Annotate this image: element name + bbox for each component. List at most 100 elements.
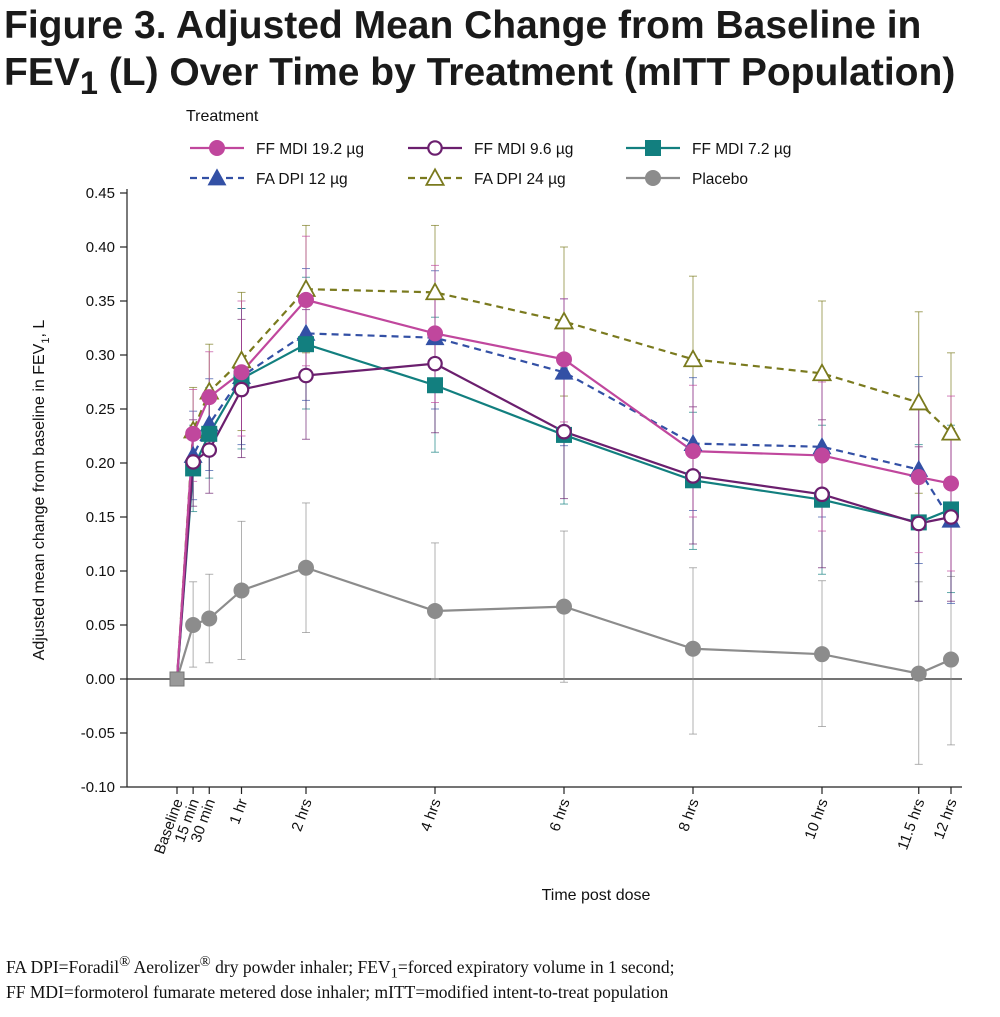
legend-swatch-marker bbox=[645, 170, 661, 186]
x-tick-label: 10 hrs bbox=[802, 797, 832, 842]
x-tick-label: 8 hrs bbox=[675, 797, 702, 834]
data-point-ff-mdi-7-2-g bbox=[201, 425, 218, 442]
title-line-2-rest: (L) Over Time by Treatment (mITT Populat… bbox=[97, 51, 956, 94]
footnote-fev-definition: =forced expiratory volume in 1 second; bbox=[397, 957, 675, 977]
footnote-line-1: FA DPI=Foradil® Aerolizer® dry powder in… bbox=[6, 954, 996, 982]
data-point-fa-dpi-12-g bbox=[554, 362, 574, 380]
figure-title: Figure 3. Adjusted Mean Change from Base… bbox=[4, 2, 994, 99]
y-tick-label: 0.15 bbox=[86, 509, 115, 526]
y-tick-label: 0.10 bbox=[86, 563, 115, 580]
data-point-ff-mdi-7-2-g bbox=[427, 377, 443, 394]
data-point-fa-dpi-24-g bbox=[940, 422, 962, 441]
data-point-ff-mdi-9-6-g bbox=[427, 355, 443, 372]
x-tick-label: 11.5 hrs bbox=[894, 797, 928, 853]
data-point-ff-mdi-19-2-g bbox=[233, 364, 250, 381]
data-point-ff-mdi-19-2-g bbox=[427, 325, 443, 342]
data-point-ff-mdi-9-6-g bbox=[201, 442, 218, 458]
footnote: FA DPI=Foradil® Aerolizer® dry powder in… bbox=[6, 955, 996, 1005]
title-fev-subscript: 1 bbox=[79, 64, 98, 101]
data-point-ff-mdi-19-2-g bbox=[201, 389, 218, 406]
data-point-ff-mdi-9-6-g bbox=[814, 486, 830, 503]
x-tick-label: 1 hr bbox=[226, 797, 251, 827]
data-point-ff-mdi-19-2-g bbox=[185, 425, 202, 442]
legend-title: Treatment bbox=[186, 108, 259, 125]
data-point-fa-dpi-24-g bbox=[682, 348, 704, 368]
data-point-fa-dpi-24-g bbox=[553, 311, 575, 330]
chart-legend: Treatment FF MDI 19.2 µg FF MDI 9.6 µg FF … bbox=[186, 108, 791, 188]
x-tick-label: 2 hrs bbox=[288, 797, 315, 834]
footnote-registered-1: ® bbox=[119, 954, 131, 971]
chart-axes: -0.10 -0.05 0.00 0.05 0.10 0.15 0.20 0.25 0.30 0.… bbox=[81, 185, 962, 856]
footnote-line-2: FF MDI=formoterol fumarate metered dose … bbox=[6, 982, 669, 1002]
legend-label: FF MDI 9.6 µg bbox=[474, 141, 573, 158]
fev1-line-chart: Treatment FF MDI 19.2 µg FF MDI 9.6 µg FF … bbox=[31, 108, 962, 904]
data-point-ff-mdi-19-2-g bbox=[814, 447, 830, 464]
legend-swatch-marker bbox=[424, 167, 446, 186]
y-axis-title-main: Adjusted mean change from baseline in FE… bbox=[31, 343, 48, 660]
data-point-placebo bbox=[298, 559, 314, 576]
series-line-fa-dpi-12-g bbox=[175, 332, 952, 680]
footnote-fev-subscript: 1 bbox=[390, 965, 398, 982]
data-point-placebo bbox=[814, 646, 830, 663]
data-point-ff-mdi-9-6-g bbox=[943, 509, 959, 525]
data-point-fa-dpi-24-g bbox=[811, 362, 833, 382]
footnote-dpi: dry powder inhaler; FEV bbox=[210, 957, 391, 977]
title-line-2: FEV1 (L) Over Time by Treatment (mITT Po… bbox=[4, 49, 994, 99]
series-markers bbox=[169, 278, 962, 687]
legend-label: FA DPI 12 µg bbox=[256, 171, 348, 188]
data-point-placebo bbox=[556, 598, 572, 615]
y-tick-label: -0.05 bbox=[81, 725, 115, 742]
y-tick-label: 0.20 bbox=[86, 455, 115, 472]
legend-label: FA DPI 24 µg bbox=[474, 171, 566, 188]
legend-swatch-marker bbox=[209, 140, 225, 156]
data-point-fa-dpi-24-g bbox=[424, 281, 446, 301]
data-point-ff-mdi-19-2-g bbox=[943, 475, 959, 492]
data-point-placebo bbox=[185, 617, 202, 633]
data-point-ff-mdi-19-2-g bbox=[910, 469, 927, 486]
legend-label: FF MDI 19.2 µg bbox=[256, 141, 364, 158]
data-point-placebo bbox=[685, 640, 701, 657]
legend-label: FF MDI 7.2 µg bbox=[692, 141, 791, 158]
y-tick-label: 0.30 bbox=[86, 347, 115, 364]
y-tick-label: 0.05 bbox=[86, 617, 115, 634]
y-axis-title: Adjusted mean change from baseline in FE… bbox=[31, 320, 52, 661]
legend-swatch-marker bbox=[645, 140, 661, 156]
data-point-ff-mdi-19-2-g bbox=[556, 351, 572, 368]
data-point-fa-dpi-24-g bbox=[908, 392, 929, 411]
data-point-ff-mdi-9-6-g bbox=[185, 454, 201, 470]
legend-item-placebo: Placebo bbox=[626, 170, 748, 188]
legend-item-fa-dpi-12-g: FA DPI 12 µg bbox=[190, 168, 348, 188]
footnote-fadpi: FA DPI=Foradil bbox=[6, 957, 120, 977]
title-line-1: Figure 3. Adjusted Mean Change from Base… bbox=[4, 4, 922, 47]
data-point-ff-mdi-19-2-g bbox=[298, 291, 314, 308]
title-fev: FEV bbox=[4, 51, 80, 94]
footnote-registered-2: ® bbox=[199, 954, 211, 971]
y-tick-label: 0.40 bbox=[86, 239, 115, 256]
legend-swatch-marker bbox=[207, 168, 227, 186]
data-point-ff-mdi-19-2-g bbox=[685, 443, 701, 460]
data-point-placebo bbox=[201, 610, 218, 627]
y-axis-title-unit: , L bbox=[31, 320, 48, 338]
data-point-ff-mdi-9-6-g bbox=[233, 381, 250, 398]
data-point-placebo bbox=[943, 651, 959, 668]
data-point-ff-mdi-9-6-g bbox=[556, 423, 572, 440]
data-point-placebo bbox=[427, 602, 443, 619]
data-point-ff-mdi-9-6-g bbox=[910, 515, 927, 532]
legend-item-ff-mdi-7-2-g: FF MDI 7.2 µg bbox=[626, 140, 791, 158]
y-tick-label: 0.00 bbox=[86, 671, 115, 688]
x-tick-label: 12 hrs bbox=[931, 797, 961, 842]
data-point-ff-mdi-9-6-g bbox=[685, 468, 701, 484]
legend-item-ff-mdi-19-2-g: FF MDI 19.2 µg bbox=[190, 140, 364, 158]
legend-swatch-marker bbox=[427, 140, 443, 156]
y-tick-label: -0.10 bbox=[81, 779, 115, 796]
legend-item-ff-mdi-9-6-g: FF MDI 9.6 µg bbox=[408, 140, 573, 158]
series-line-fa-dpi-24-g bbox=[175, 288, 952, 680]
legend-item-fa-dpi-24-g: FA DPI 24 µg bbox=[408, 167, 566, 188]
x-tick-label: 6 hrs bbox=[546, 797, 573, 834]
y-tick-label: 0.35 bbox=[86, 293, 115, 310]
footnote-aerolizer: Aerolizer bbox=[130, 957, 200, 977]
data-point-ff-mdi-9-6-g bbox=[298, 367, 314, 384]
data-point-placebo bbox=[910, 665, 927, 682]
x-tick-label: 4 hrs bbox=[417, 797, 444, 834]
x-axis-title: Time post dose bbox=[542, 887, 651, 904]
